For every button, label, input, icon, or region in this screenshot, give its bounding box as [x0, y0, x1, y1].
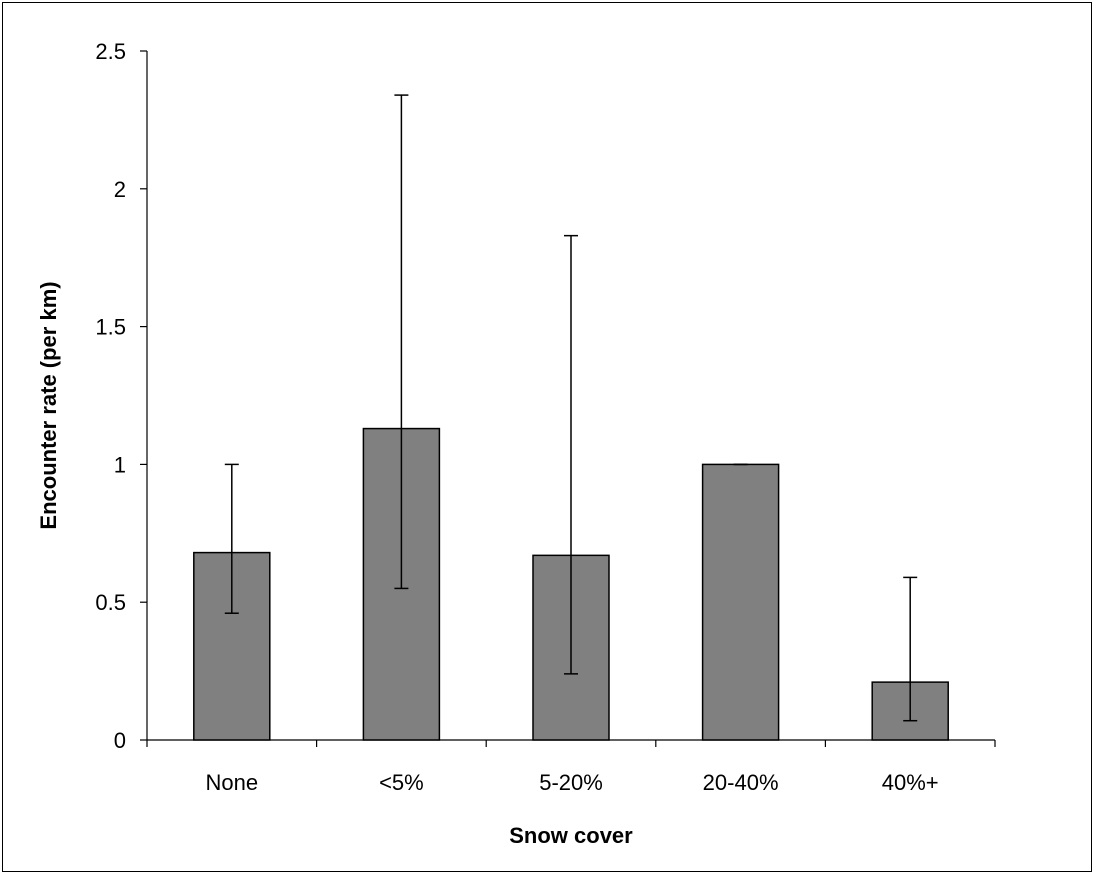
x-tick-label: None: [206, 770, 259, 795]
y-tick-label: 1.5: [95, 315, 126, 340]
y-tick-label: 2.5: [95, 39, 126, 64]
y-tick-label: 2: [114, 177, 126, 202]
x-tick-label: <5%: [379, 770, 424, 795]
x-tick-label: 20-40%: [703, 770, 779, 795]
x-axis-title: Snow cover: [509, 823, 633, 848]
y-tick-label: 0: [114, 728, 126, 753]
bars: [193, 427, 949, 741]
y-tick-label: 1: [114, 452, 126, 477]
bar: [701, 463, 780, 741]
error-bars: [224, 94, 918, 722]
y-axis: 0 0.5 1 1.5 2 2.5: [95, 39, 148, 753]
y-axis-title: Encounter rate (per km): [36, 281, 61, 529]
x-tick-label: 5-20%: [539, 770, 603, 795]
x-axis: None <5% 5-20% 20-40% 40%+: [146, 739, 996, 795]
y-tick-label: 0.5: [95, 590, 126, 615]
x-tick-label: 40%+: [882, 770, 939, 795]
